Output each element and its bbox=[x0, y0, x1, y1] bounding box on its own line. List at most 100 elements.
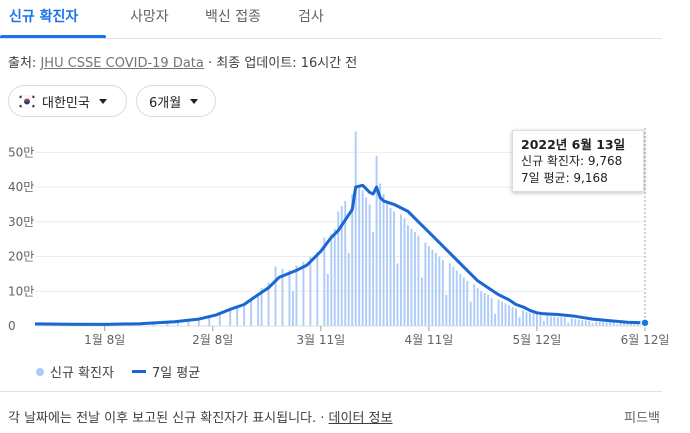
case-bar bbox=[354, 131, 357, 326]
last-updated: 최종 업데이트: 16시간 전 bbox=[216, 56, 358, 71]
case-bar bbox=[605, 322, 608, 326]
period-label: 6개월 bbox=[149, 95, 182, 111]
chart-legend: 신규 확진자 7일 평균 bbox=[36, 362, 200, 381]
case-bar bbox=[420, 277, 423, 326]
case-bar bbox=[267, 282, 270, 326]
case-bar bbox=[494, 313, 497, 326]
case-bar bbox=[438, 256, 441, 326]
case-bar bbox=[295, 265, 298, 326]
case-bar bbox=[612, 322, 615, 326]
case-bar bbox=[316, 252, 319, 326]
case-bar bbox=[441, 260, 444, 326]
case-bar bbox=[309, 256, 312, 326]
x-tick-label: 6월 12일 bbox=[621, 333, 670, 347]
case-bar bbox=[591, 323, 594, 326]
case-bar bbox=[250, 299, 253, 326]
case-bar bbox=[281, 268, 284, 326]
x-tick-label: 4월 11일 bbox=[404, 333, 453, 347]
case-bar bbox=[452, 266, 455, 326]
x-tick-label: 1월 8일 bbox=[84, 333, 125, 347]
case-bar bbox=[462, 277, 465, 326]
case-bar bbox=[490, 298, 493, 326]
footer-note-text: 각 날짜에는 전날 이후 보고된 신규 확진자가 표시됩니다. · bbox=[8, 411, 325, 426]
case-bar bbox=[623, 323, 626, 326]
case-bar bbox=[637, 323, 639, 326]
case-bar bbox=[584, 320, 587, 326]
case-bar bbox=[549, 316, 552, 326]
case-bar bbox=[187, 320, 190, 326]
case-bar bbox=[448, 263, 451, 326]
tab-deaths[interactable]: 사망자 bbox=[130, 9, 169, 25]
case-bar bbox=[347, 253, 350, 326]
case-bar bbox=[535, 313, 538, 326]
region-label: 대한민국 bbox=[42, 95, 90, 111]
case-bar bbox=[542, 320, 545, 326]
case-bar bbox=[630, 322, 633, 326]
case-bar bbox=[619, 322, 622, 326]
tab-bar: 신규 확진자 사망자 백신 접종 검사 bbox=[0, 0, 690, 38]
case-bar bbox=[501, 301, 504, 326]
case-bar bbox=[340, 206, 343, 326]
case-bar bbox=[508, 305, 511, 326]
case-bar bbox=[539, 314, 542, 326]
case-bar bbox=[236, 306, 239, 326]
chevron-down-icon bbox=[190, 98, 199, 104]
case-bar bbox=[208, 315, 211, 326]
case-bar bbox=[288, 270, 291, 326]
tooltip-new-cases: 신규 확진자: 9,768 bbox=[521, 154, 623, 168]
feedback-link[interactable]: 피드백 bbox=[624, 411, 660, 426]
case-bar bbox=[581, 320, 584, 326]
case-bar bbox=[626, 323, 629, 326]
case-bar bbox=[469, 301, 472, 326]
y-tick-label: 10만 bbox=[8, 284, 34, 298]
tab-vaccination[interactable]: 백신 접종 bbox=[205, 9, 261, 25]
case-bar bbox=[197, 318, 200, 326]
y-tick-label: 20만 bbox=[8, 250, 34, 264]
case-bar bbox=[427, 246, 430, 326]
active-tab-indicator bbox=[0, 35, 106, 38]
case-bar bbox=[553, 316, 556, 326]
case-bar bbox=[556, 316, 559, 326]
case-bar bbox=[560, 317, 563, 326]
case-bar bbox=[511, 306, 514, 326]
region-dropdown[interactable]: 대한민국 bbox=[8, 85, 127, 117]
case-bar bbox=[372, 232, 375, 326]
case-bar bbox=[326, 273, 329, 326]
source-prefix: 출처: bbox=[8, 56, 37, 71]
chart-axes: 0 10만 20만 30만 40만 50만 1월 8일 2월 8일 3월 11일 4월 11일 5월… bbox=[8, 145, 669, 347]
case-bar bbox=[260, 287, 263, 326]
case-bar bbox=[455, 270, 458, 326]
case-bar bbox=[403, 218, 406, 326]
case-bar bbox=[361, 190, 364, 326]
case-bar bbox=[574, 319, 577, 326]
case-bar bbox=[379, 183, 382, 326]
case-bar bbox=[382, 194, 385, 326]
case-bar bbox=[616, 324, 619, 326]
case-bar bbox=[529, 312, 531, 326]
chart-bars bbox=[37, 131, 646, 326]
case-bar bbox=[518, 317, 521, 326]
x-tick-label: 2월 8일 bbox=[192, 333, 233, 347]
footer-note: 각 날짜에는 전날 이후 보고된 신규 확진자가 표시됩니다. · 데이터 정보 bbox=[8, 407, 392, 426]
tooltip-seven-day-average: 7일 평균: 9,168 bbox=[521, 171, 608, 185]
period-dropdown[interactable]: 6개월 bbox=[136, 85, 216, 117]
case-bar bbox=[337, 211, 340, 326]
case-bar bbox=[330, 233, 333, 326]
source-link[interactable]: JHU CSSE COVID-19 Data bbox=[40, 56, 204, 71]
case-bar bbox=[483, 293, 486, 326]
case-bar bbox=[577, 319, 580, 326]
tab-new-cases[interactable]: 신규 확진자 bbox=[9, 9, 79, 25]
case-bar bbox=[417, 235, 420, 326]
case-bar bbox=[257, 293, 260, 326]
case-bar bbox=[476, 287, 479, 326]
case-bar bbox=[323, 237, 326, 326]
tab-testing[interactable]: 검사 bbox=[298, 9, 324, 25]
case-bar bbox=[434, 253, 437, 326]
south-korea-flag-icon bbox=[18, 94, 36, 108]
case-bar bbox=[570, 318, 573, 326]
case-bar bbox=[413, 232, 416, 326]
data-info-link[interactable]: 데이터 정보 bbox=[328, 411, 393, 426]
case-bar bbox=[302, 261, 305, 326]
source-line: 출처: JHU CSSE COVID-19 Data · 최종 업데이트: 16… bbox=[8, 52, 357, 71]
case-bar bbox=[487, 294, 490, 326]
